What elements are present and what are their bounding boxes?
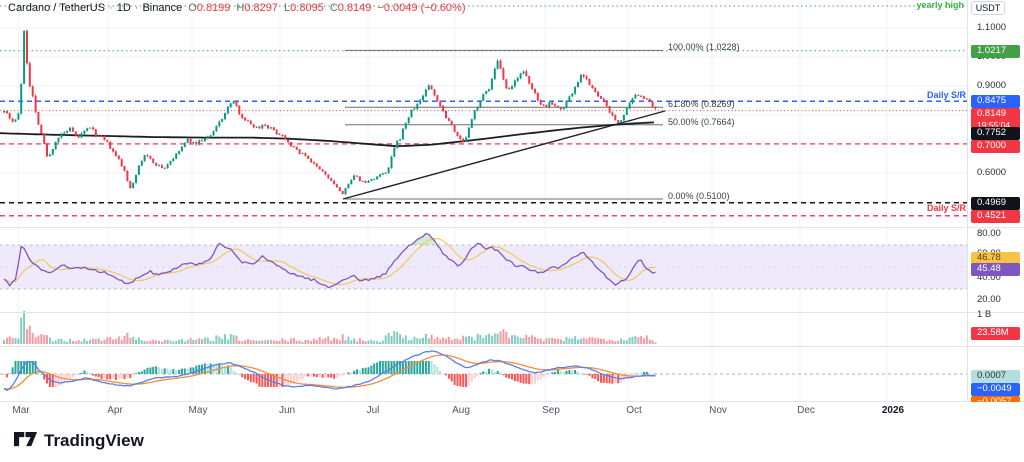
open-value: 0.8199 [196, 2, 231, 14]
price-badge: 0.7752 [971, 127, 1020, 140]
scale-label: 20.00 [977, 294, 1001, 305]
month-label: 2026 [881, 405, 905, 416]
low-key: L [284, 2, 291, 14]
month-label: Mar [12, 405, 30, 416]
scale-label: 0.9000 [977, 80, 1007, 91]
scale-label: 1 B [977, 309, 992, 320]
pane-separator [0, 401, 1024, 402]
pane-separator[interactable] [0, 346, 1024, 347]
scale-label: 40.00 [977, 272, 1001, 283]
tradingview-logo-icon [14, 432, 37, 450]
month-label: Oct [626, 405, 642, 416]
yearly-high-label: yearly high [916, 0, 964, 10]
currency-unit-button[interactable]: USDT [971, 1, 1005, 15]
daily-sr-upper-label: Daily S/R [926, 90, 966, 100]
price-badge: 1.0217 [971, 45, 1020, 58]
exchange-label[interactable]: Binance [142, 2, 183, 14]
price-badge: 46.78 [971, 252, 1020, 265]
high-value: 0.8297 [244, 2, 279, 14]
close-value: 0.8149 [337, 2, 372, 14]
price-badge: 0.8475 [971, 95, 1020, 108]
scale-label: 0.6000 [977, 167, 1007, 178]
month-label: Sep [542, 405, 560, 416]
interval-label[interactable]: 1D [116, 2, 131, 14]
scale-label: 80.00 [977, 228, 1001, 239]
pane-separator[interactable] [0, 312, 1024, 313]
month-label: Apr [107, 405, 123, 416]
time-axis[interactable]: Mar Apr May Jun Jul Aug Sep Oct Nov Dec 2026 [0, 402, 1024, 420]
month-label: Dec [797, 405, 815, 416]
price-badge: −0.0049 [971, 383, 1020, 396]
month-label: Nov [709, 405, 727, 416]
price-scale[interactable]: 1.10001.00000.90000.600080.0060.0040.002… [968, 0, 1024, 409]
month-label: May [188, 405, 208, 416]
price-badge: 45.48 [971, 263, 1020, 276]
symbol-title[interactable]: Cardano / TetherUS [8, 2, 106, 14]
change-label: −0.0049 (−0.60%) [377, 2, 466, 14]
high-key: H [236, 2, 245, 14]
price-badge: 0.4969 [971, 197, 1020, 210]
daily-sr-lower-label: Daily S/R [926, 203, 966, 213]
header-separator: · [134, 2, 139, 14]
symbol-header: Cardano / TetherUS · 1D · Binance O0.8199 H0.8… [8, 2, 466, 14]
price-badge: 0.7000 [971, 140, 1020, 153]
month-label: Jul [366, 405, 380, 416]
low-value: 0.8095 [290, 2, 324, 14]
open-key: O [188, 2, 197, 14]
price-badge: 0.4521 [971, 210, 1020, 223]
close-key: C [329, 2, 338, 14]
price-badge: 0.0007 [971, 370, 1020, 383]
price-badge: 23.58M [971, 327, 1020, 340]
pane-separator[interactable] [0, 227, 1024, 228]
tradingview-logo[interactable]: TradingView [14, 431, 144, 451]
month-label: Jun [278, 405, 296, 416]
scale-label: 1.1000 [977, 22, 1007, 33]
price-scale-separator[interactable] [967, 0, 968, 401]
month-label: Aug [452, 405, 470, 416]
tradingview-brand-text: TradingView [44, 431, 144, 450]
header-separator: · [109, 2, 113, 14]
